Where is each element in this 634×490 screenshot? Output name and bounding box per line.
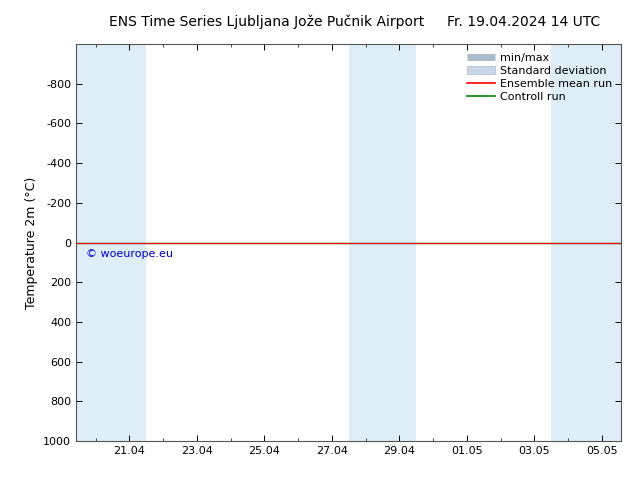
Y-axis label: Temperature 2m (°C): Temperature 2m (°C) <box>25 176 37 309</box>
Text: © woeurope.eu: © woeurope.eu <box>86 248 173 259</box>
Bar <box>349 44 416 441</box>
Text: ENS Time Series Ljubljana Jože Pučnik Airport: ENS Time Series Ljubljana Jože Pučnik Ai… <box>109 15 425 29</box>
Legend: min/max, Standard deviation, Ensemble mean run, Controll run: min/max, Standard deviation, Ensemble me… <box>463 49 616 105</box>
Text: Fr. 19.04.2024 14 UTC: Fr. 19.04.2024 14 UTC <box>446 15 600 29</box>
Bar <box>551 44 621 441</box>
Bar <box>76 44 146 441</box>
